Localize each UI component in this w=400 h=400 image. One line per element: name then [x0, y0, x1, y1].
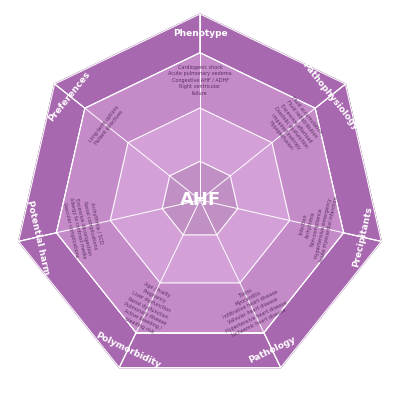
Polygon shape: [200, 14, 346, 108]
Text: AHF: AHF: [180, 191, 220, 209]
Text: Arrhythmia / SCD
Renal complications
Excessive decongestion
Allergy to contrast : Arrhythmia / SCD Renal complications Exc…: [61, 193, 106, 260]
Polygon shape: [19, 84, 85, 241]
Polygon shape: [264, 233, 381, 368]
Polygon shape: [56, 53, 344, 333]
Polygon shape: [162, 161, 238, 235]
Text: Precipitants: Precipitants: [351, 206, 374, 268]
Text: Preferences: Preferences: [47, 69, 92, 123]
Polygon shape: [19, 233, 136, 368]
Polygon shape: [315, 84, 381, 241]
Polygon shape: [119, 333, 281, 368]
Text: Potential harm: Potential harm: [25, 199, 50, 275]
Polygon shape: [110, 108, 290, 283]
Text: Phenotype: Phenotype: [173, 29, 227, 38]
Text: Pathophysiology: Pathophysiology: [300, 60, 360, 132]
Text: Long-term options
Patient directives: Long-term options Patient directives: [88, 104, 125, 147]
Text: Fluid accumulation
Fluid redistribution
Excessive afterload
Diastolic dysfunctio: Fluid accumulation Fluid redistribution …: [263, 94, 324, 157]
Text: Pathology: Pathology: [247, 335, 297, 365]
Text: Age / frailty
Pregnancy
Liver dysfunction
Renal dysfunction
Pulmonary disease
Ac: Age / frailty Pregnancy Liver dysfunctio…: [118, 278, 179, 338]
Polygon shape: [19, 14, 381, 368]
Text: Toxins
Myocarditis
Infiltrative heart disease
Valvular heart disease
Hypertensiv: Toxins Myocarditis Infiltrative heart di…: [213, 276, 290, 340]
Text: Polymorbidity: Polymorbidity: [94, 331, 162, 370]
Polygon shape: [54, 14, 200, 108]
Text: Cardiogenic shock
Acute pulmonary oedema
Congestive AHF / ADHF
Right ventricular: Cardiogenic shock Acute pulmonary oedema…: [168, 65, 232, 96]
Text: Infection
Arrhythmia
Non-compliance
Hypertensive emergency
Acute myocardial infa: Infection Arrhythmia Non-compliance Hype…: [294, 190, 340, 263]
